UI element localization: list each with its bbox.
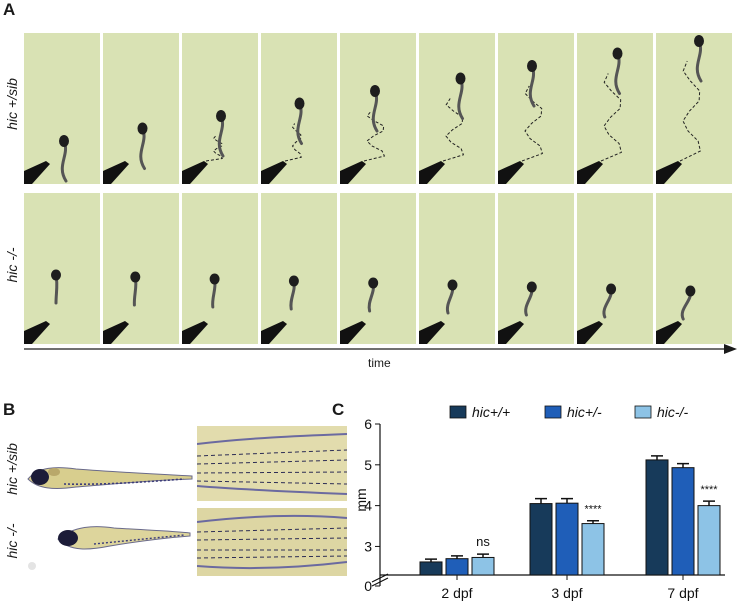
panel-c-letter: C xyxy=(332,400,345,419)
significance-label: **** xyxy=(700,484,718,496)
larva-photo-sib-closeup xyxy=(197,426,347,501)
legend-label-0: hic+/+ xyxy=(472,404,510,420)
y-tick-label: 4 xyxy=(364,498,372,514)
bar-hic-/--3 dpf xyxy=(581,523,605,576)
mutant-frame xyxy=(419,193,495,344)
sib-frame-image xyxy=(103,122,148,184)
sib-frame-image xyxy=(261,97,305,184)
mutant-frame xyxy=(577,193,653,344)
legend-label-2: hic-/- xyxy=(657,404,688,420)
y-axis-label: mm xyxy=(353,488,369,511)
bar-hic+/--3 dpf xyxy=(555,502,579,576)
error-bar xyxy=(451,555,463,559)
error-bar xyxy=(535,497,547,504)
mutant-frame-image xyxy=(419,279,458,344)
error-bar xyxy=(477,553,489,558)
sib-frame xyxy=(577,33,653,184)
bar-hic+/--7 dpf xyxy=(671,467,695,576)
legend-swatch-1 xyxy=(544,405,562,419)
panel-b-row-bottom-label: hic -/- xyxy=(4,523,20,559)
panel-b-row-top-label: hic +/sib xyxy=(4,443,20,495)
sib-frame-image xyxy=(577,47,623,184)
x-tick-label: 2 dpf xyxy=(441,585,472,601)
panel-a-row-top-label: hic +/sib xyxy=(4,78,20,130)
time-arrow xyxy=(24,344,737,354)
mutant-frame-image xyxy=(340,277,379,344)
frame-strip-mutant xyxy=(24,193,740,344)
sib-frame-image xyxy=(182,110,226,184)
time-axis-label: time xyxy=(368,356,391,370)
bar-hic-/--7 dpf xyxy=(697,505,721,576)
bar-hic-/--2 dpf xyxy=(471,556,495,576)
legend-swatch-0 xyxy=(449,405,467,419)
sib-frame xyxy=(419,33,495,184)
significance-label: **** xyxy=(584,504,602,516)
frame-strip-sib xyxy=(24,33,740,184)
sib-frame-image xyxy=(498,60,544,184)
bar-hic+/+-2 dpf xyxy=(419,561,443,576)
y-tick-label: 0 xyxy=(364,578,372,594)
sib-frame xyxy=(103,33,179,184)
mutant-frame xyxy=(182,193,258,344)
error-bar xyxy=(651,455,663,460)
bar-hic+/+-7 dpf xyxy=(645,459,669,576)
larva-photo-sib-whole xyxy=(24,432,196,504)
panel-a-row-bottom-label: hic -/- xyxy=(4,247,20,283)
sib-frame xyxy=(656,33,732,184)
sib-frame-image xyxy=(24,135,69,184)
error-bar xyxy=(425,558,437,562)
larva-photo-mutant-closeup xyxy=(197,508,347,576)
sib-frame-image xyxy=(656,35,704,184)
mutant-frame xyxy=(340,193,416,344)
mutant-frame xyxy=(261,193,337,344)
mutant-frame-image xyxy=(24,269,61,344)
bar-hic+/--2 dpf xyxy=(445,558,469,576)
mutant-frame xyxy=(656,193,732,344)
sib-frame xyxy=(261,33,337,184)
legend-swatch-2 xyxy=(634,405,652,419)
mutant-frame-image xyxy=(261,275,299,344)
x-tick-label: 7 dpf xyxy=(667,585,698,601)
bar-hic+/+-3 dpf xyxy=(529,503,553,576)
sib-frame xyxy=(24,33,100,184)
y-tick-label: 5 xyxy=(364,457,372,473)
significance-label: ns xyxy=(476,534,490,549)
mutant-frame-image xyxy=(182,273,220,344)
y-tick-label: 3 xyxy=(364,538,372,554)
panel-b-letter: B xyxy=(3,400,16,419)
y-tick-label: 6 xyxy=(364,416,372,432)
x-tick-label: 3 dpf xyxy=(551,585,582,601)
error-bar xyxy=(587,519,599,524)
mutant-frame-image xyxy=(103,271,141,344)
body-length-bar-chart: hic+/+ hic+/- hic-/- 0 3 4 5 6 mm 2 dpf 3 dpf 7 dpf… xyxy=(353,404,725,601)
mutant-frame-image xyxy=(577,283,617,344)
mutant-frame xyxy=(103,193,179,344)
sib-frame xyxy=(498,33,574,184)
sib-frame-image xyxy=(340,85,386,184)
error-bar xyxy=(703,500,715,506)
sib-frame-image xyxy=(419,72,466,184)
mutant-frame-image xyxy=(656,285,696,344)
error-bar xyxy=(677,462,689,468)
sib-frame xyxy=(182,33,258,184)
mutant-frame-image xyxy=(498,281,537,344)
mutant-frame xyxy=(498,193,574,344)
error-bar xyxy=(561,497,573,504)
mutant-frame xyxy=(24,193,100,344)
legend-label-1: hic+/- xyxy=(567,404,602,420)
panel-a-letter: A xyxy=(3,0,16,19)
sib-frame xyxy=(340,33,416,184)
larva-photo-mutant-whole xyxy=(24,504,196,576)
